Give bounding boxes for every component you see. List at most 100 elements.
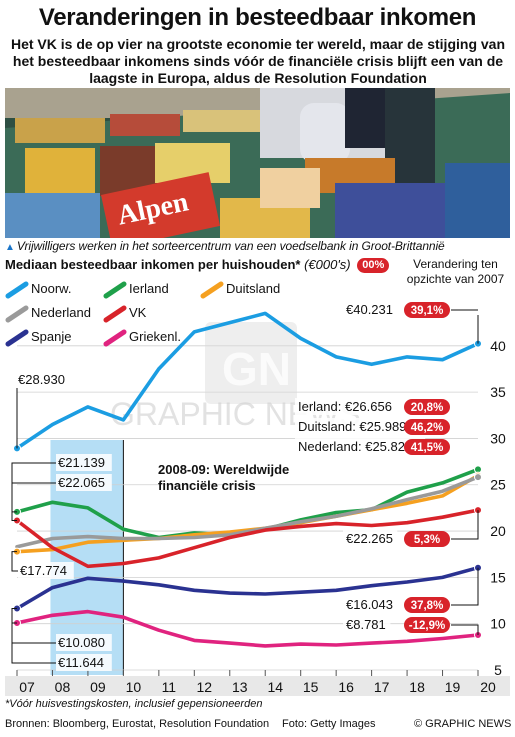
legend-label: Spanje bbox=[31, 329, 72, 344]
series-line-spanje bbox=[15, 565, 480, 611]
x-tick-label: 16 bbox=[338, 679, 354, 695]
end-label: €16.043 bbox=[346, 597, 393, 612]
footnote: *Vóór huisvestingskosten, inclusief gepe… bbox=[5, 698, 263, 710]
y-tick-label: 5 bbox=[494, 662, 502, 678]
percent-key-badge: 00% bbox=[357, 258, 390, 273]
x-tick-label: 07 bbox=[19, 679, 35, 695]
change-badge bbox=[404, 419, 450, 435]
end-label-bg bbox=[343, 616, 391, 633]
watermark-logo bbox=[205, 322, 297, 404]
change-badge bbox=[404, 302, 450, 318]
start-leader-line bbox=[11, 551, 18, 572]
legend-swatch-icon bbox=[103, 305, 127, 323]
y-tick-label: 35 bbox=[490, 384, 506, 400]
start-label-bg bbox=[56, 474, 112, 491]
end-label: €22.265 bbox=[346, 531, 393, 546]
end-label: €40.231 bbox=[346, 302, 393, 317]
x-tick-label: 20 bbox=[480, 679, 496, 695]
x-tick-label: 17 bbox=[374, 679, 390, 695]
legend-swatch-icon bbox=[5, 305, 29, 323]
x-tick-label: 12 bbox=[197, 679, 213, 695]
x-tick-label: 19 bbox=[445, 679, 461, 695]
end-label-bg bbox=[295, 418, 426, 435]
x-tick-label: 10 bbox=[126, 679, 142, 695]
start-label-bg bbox=[56, 654, 112, 671]
chart-heading: Mediaan besteedbaar inkomen per huishoud… bbox=[5, 257, 390, 273]
crisis-label-line2: financiële crisis bbox=[158, 478, 256, 493]
end-leader-line bbox=[451, 510, 479, 540]
change-badge-text: 37,8% bbox=[411, 600, 444, 612]
start-label: €11.644 bbox=[58, 655, 104, 670]
x-tick-label: 09 bbox=[90, 679, 106, 695]
start-label: €10.080 bbox=[58, 635, 105, 650]
end-leader-line bbox=[451, 624, 479, 635]
series-line-noorw bbox=[15, 311, 480, 451]
x-tick-label: 08 bbox=[55, 679, 71, 695]
start-label: €22.065 bbox=[58, 475, 105, 490]
y-tick-label: 20 bbox=[490, 523, 506, 539]
legend-swatch-icon bbox=[103, 281, 127, 299]
change-badge-text: 46,2% bbox=[411, 422, 444, 434]
change-badge bbox=[404, 617, 450, 633]
end-label-bg bbox=[343, 301, 398, 318]
start-leader-line bbox=[11, 462, 56, 522]
y-tick-label: 25 bbox=[490, 477, 506, 493]
y-tick-label: 10 bbox=[490, 616, 506, 632]
end-point bbox=[474, 473, 482, 482]
change-badge-text: 5,3% bbox=[414, 534, 440, 546]
x-tick-label: 11 bbox=[162, 679, 177, 695]
change-badge bbox=[404, 439, 450, 455]
end-label: Nederland: €25.821 bbox=[298, 439, 412, 454]
x-tick-label: 13 bbox=[232, 679, 248, 695]
crisis-label-line1: 2008-09: Wereldwijde bbox=[158, 462, 289, 477]
end-label: Duitsland: €25.989 bbox=[298, 419, 406, 434]
change-badge bbox=[404, 531, 450, 547]
x-axis-band bbox=[5, 676, 510, 696]
series-line-vk bbox=[15, 508, 480, 569]
legend-label: VK bbox=[129, 305, 147, 320]
start-leader-line bbox=[11, 622, 56, 644]
photo-caption: ▲ Vrijwilligers werken in het sorteercent… bbox=[5, 239, 445, 253]
change-badge-text: 20,8% bbox=[411, 402, 444, 414]
end-leader-line bbox=[451, 567, 479, 606]
page-subtitle: Het VK is de op vier na grootste economi… bbox=[10, 36, 506, 86]
end-label-bg bbox=[295, 438, 426, 455]
legend-label: Griekenl. bbox=[129, 329, 182, 344]
x-tick-label: 14 bbox=[267, 679, 283, 695]
legend-label: Ierland bbox=[129, 281, 169, 296]
chart-title: Mediaan besteedbaar inkomen per huishoud… bbox=[5, 257, 301, 272]
sources: Bronnen: Bloomberg, Eurostat, Resolution… bbox=[5, 718, 270, 730]
x-tick-label: 18 bbox=[409, 679, 425, 695]
legend-swatch-icon bbox=[103, 329, 127, 347]
end-label: €8.781 bbox=[346, 617, 386, 632]
watermark-logo-text: GN bbox=[222, 343, 291, 395]
start-label-bg bbox=[16, 371, 72, 388]
x-tick-label: 15 bbox=[303, 679, 319, 695]
legend-swatch-icon bbox=[5, 329, 29, 347]
start-label: €28.930 bbox=[18, 372, 65, 387]
triangle-icon: ▲ bbox=[5, 242, 15, 253]
change-badge bbox=[404, 597, 450, 613]
photo-credit: Foto: Getty Images bbox=[282, 718, 376, 730]
start-label-bg bbox=[56, 454, 112, 471]
change-badge-text: 39,1% bbox=[411, 305, 444, 317]
end-label: Ierland: €26.656 bbox=[298, 399, 392, 414]
brand-credit: © GRAPHIC NEWS bbox=[414, 718, 512, 730]
end-label-bg bbox=[343, 530, 398, 547]
y-tick-label: 15 bbox=[490, 569, 506, 585]
chart-unit: (€000's) bbox=[304, 257, 351, 272]
start-label: €17.774 bbox=[20, 563, 67, 578]
end-label-bg bbox=[343, 596, 398, 613]
legend-label: Duitsland bbox=[226, 281, 281, 296]
start-label-bg bbox=[56, 634, 112, 651]
end-label-bg bbox=[295, 398, 412, 415]
start-label-bg bbox=[18, 562, 74, 579]
food-bank-photo: Alpen bbox=[5, 88, 510, 238]
legend-swatch-icon bbox=[200, 281, 224, 299]
start-label: €21.139 bbox=[58, 455, 105, 470]
page-title: Veranderingen in besteedbaar inkomen bbox=[38, 4, 477, 31]
change-note: Verandering ten opzichte van 2007 bbox=[406, 257, 505, 286]
change-badge bbox=[404, 399, 450, 415]
change-badge-text: 41,5% bbox=[411, 442, 444, 454]
